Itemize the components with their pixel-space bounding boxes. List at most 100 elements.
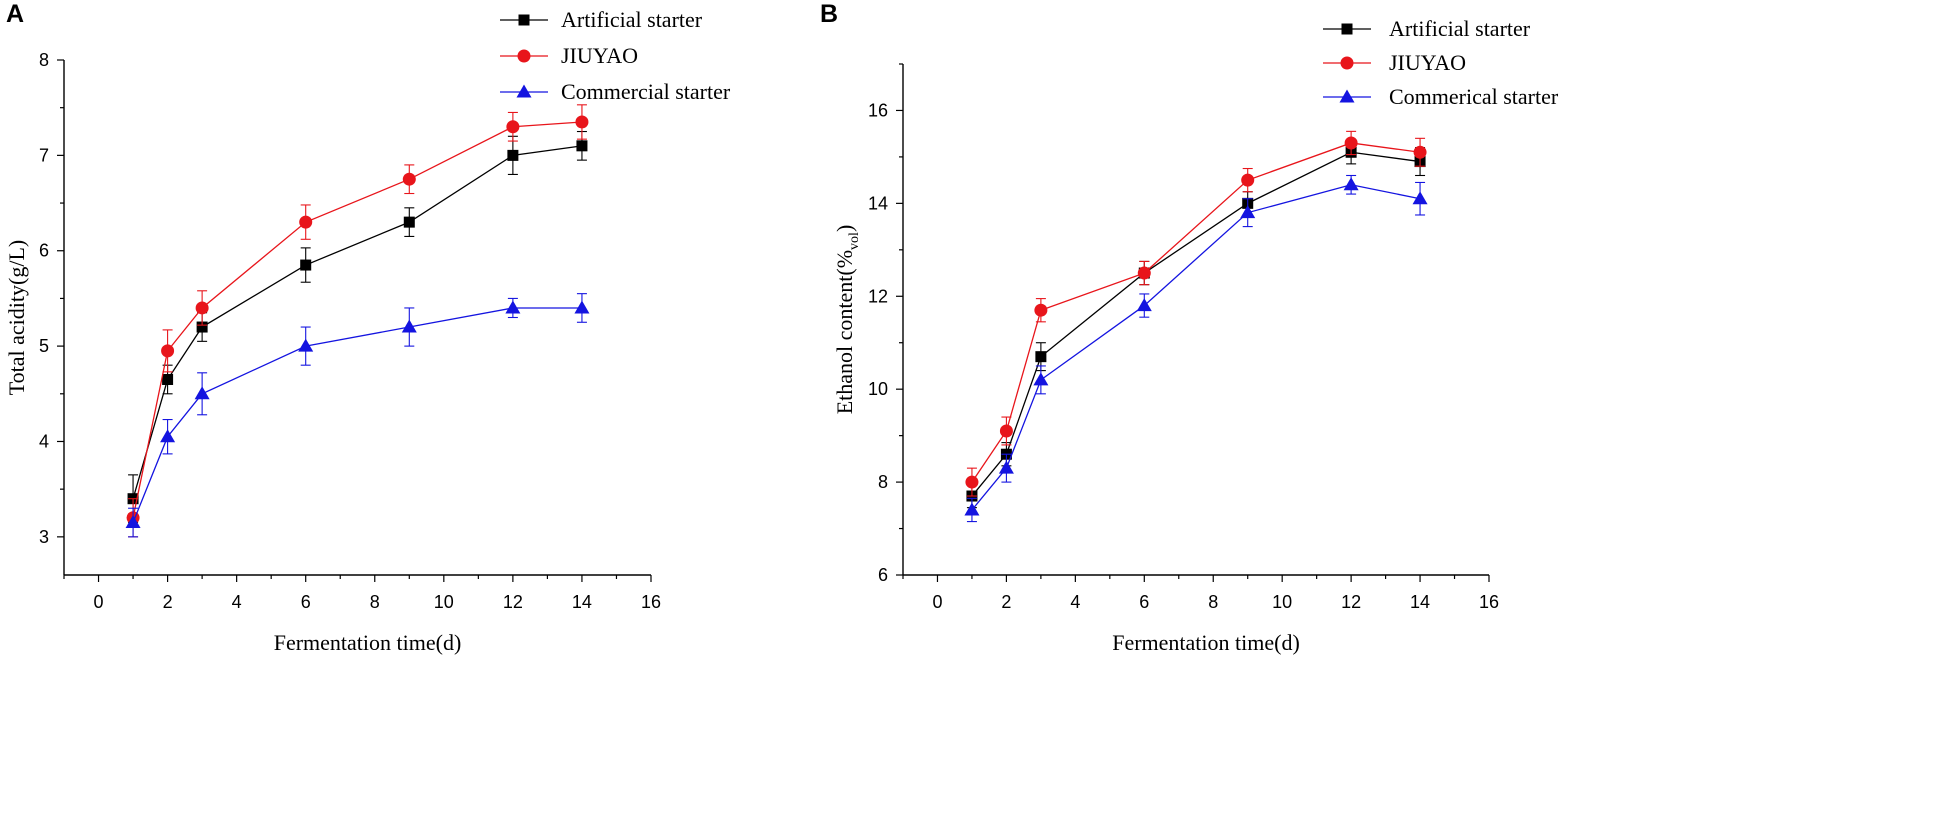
data-point-circle (161, 344, 175, 358)
data-point-triangle (1412, 191, 1428, 205)
legend-entry-artificial-starter: Artificial starter (500, 7, 703, 32)
panel-b-x-axis-title: Fermentation time(d) (1112, 630, 1300, 655)
x-tick-label: 0 (94, 592, 104, 612)
legend-label: Commercial starter (561, 79, 731, 104)
y-tick-label: 5 (39, 336, 49, 356)
panel-a: A 0 2 4 6 8 10 12 14 16 3 4 5 6 7 8 Fermentation time… (4, 0, 731, 655)
legend-entry-commercial-starter: Commercial starter (500, 79, 731, 104)
legend-label: Artificial starter (561, 7, 703, 32)
x-tick-label: 2 (163, 592, 173, 612)
x-tick-label: 0 (932, 592, 942, 612)
x-tick-label: 12 (503, 592, 523, 612)
x-tick-label: 16 (1479, 592, 1499, 612)
data-point-triangle (1136, 298, 1152, 312)
x-tick-label: 14 (1410, 592, 1430, 612)
y-title-main: Ethanol content(% (832, 250, 857, 414)
series-commerical-starter (964, 174, 1428, 523)
data-point-circle (195, 301, 209, 315)
panel-b: B 0 2 4 6 8 10 12 14 16 6 8 10 12 14 16 Fermentation … (820, 0, 1559, 655)
data-point-triangle (964, 502, 980, 516)
x-tick-label: 8 (1208, 592, 1218, 612)
legend-label: Artificial starter (1389, 16, 1531, 41)
y-title-end: ) (832, 225, 857, 232)
legend-marker-square-icon (518, 14, 530, 26)
x-tick-label: 10 (1272, 592, 1292, 612)
data-point-square (162, 373, 174, 385)
data-point-circle (299, 215, 313, 229)
panel-a-series (125, 104, 590, 538)
x-tick-label: 4 (232, 592, 242, 612)
data-point-triangle (194, 386, 210, 400)
data-point-circle (402, 172, 416, 186)
legend-marker-square-icon (1341, 23, 1353, 35)
data-point-triangle (1343, 177, 1359, 191)
legend-label: Commerical starter (1389, 84, 1559, 109)
data-point-circle (1344, 136, 1358, 150)
series-artificial-starter (127, 130, 588, 524)
data-point-circle (575, 115, 589, 129)
data-point-triangle (125, 515, 141, 529)
panel-a-x-axis-title: Fermentation time(d) (274, 630, 462, 655)
x-tick-label: 6 (301, 592, 311, 612)
panel-b-y-axis-title: Ethanol content(%vol) (832, 225, 862, 415)
series-jiuyao (965, 130, 1427, 497)
data-point-triangle (998, 460, 1014, 474)
x-tick-label: 12 (1341, 592, 1361, 612)
data-point-square (196, 321, 208, 333)
panel-b-legend: Artificial starter JIUYAO Commerical sta… (1323, 16, 1559, 109)
x-tick-label: 4 (1070, 592, 1080, 612)
y-tick-label: 8 (878, 472, 888, 492)
legend-entry-jiuyao: JIUYAO (500, 43, 638, 68)
series-commercial-starter (125, 293, 590, 538)
legend-marker-shape (1340, 56, 1354, 70)
data-point-circle (965, 475, 979, 489)
panel-a-axes (63, 60, 651, 576)
data-point-triangle (505, 300, 521, 314)
y-tick-label: 12 (868, 286, 888, 306)
panel-a-legend: Artificial starter JIUYAO Commercial sta… (500, 7, 731, 104)
series-line (971, 151, 1421, 497)
data-point-square (576, 140, 588, 152)
panel-b-y-ticks: 6 8 10 12 14 16 (868, 63, 903, 585)
x-tick-label: 14 (572, 592, 592, 612)
legend-marker-circle-icon (517, 49, 531, 63)
legend-marker-triangle-icon (516, 84, 532, 98)
y-title-subscript: vol (847, 232, 862, 250)
x-tick-label: 10 (434, 592, 454, 612)
y-tick-label: 16 (868, 100, 888, 120)
y-tick-label: 6 (39, 241, 49, 261)
legend-marker-shape (517, 49, 531, 63)
legend-label: JIUYAO (1389, 50, 1466, 75)
y-tick-label: 3 (39, 527, 49, 547)
panel-a-y-ticks: 3 4 5 6 7 8 (39, 50, 64, 547)
y-tick-label: 14 (868, 193, 888, 213)
data-point-triangle (401, 319, 417, 333)
legend-entry-commerical-starter: Commerical starter (1323, 84, 1559, 109)
data-point-circle (1413, 145, 1427, 159)
series-line (132, 121, 582, 518)
data-point-circle (1137, 266, 1151, 280)
y-tick-label: 7 (39, 145, 49, 165)
data-point-circle (1034, 303, 1048, 317)
panel-a-x-ticks: 0 2 4 6 8 10 12 14 16 (63, 575, 661, 612)
x-tick-label: 2 (1001, 592, 1011, 612)
legend-label: JIUYAO (561, 43, 638, 68)
data-point-triangle (298, 338, 314, 352)
legend-marker-circle-icon (1340, 56, 1354, 70)
data-point-circle (506, 120, 520, 134)
data-point-square (507, 149, 519, 161)
x-tick-label: 16 (641, 592, 661, 612)
data-point-triangle (574, 300, 590, 314)
panel-a-y-axis-title: Total acidity(g/L) (4, 240, 29, 395)
series-jiuyao (126, 104, 589, 538)
legend-marker-triangle-icon (1339, 89, 1355, 103)
series-line (971, 184, 1421, 511)
data-point-circle (1241, 173, 1255, 187)
data-point-square (403, 216, 415, 228)
panel-b-x-ticks: 0 2 4 6 8 10 12 14 16 (902, 575, 1499, 612)
y-tick-label: 10 (868, 379, 888, 399)
data-point-square (300, 259, 312, 271)
legend-marker-shape (518, 14, 530, 26)
legend-marker-shape (1339, 89, 1355, 103)
